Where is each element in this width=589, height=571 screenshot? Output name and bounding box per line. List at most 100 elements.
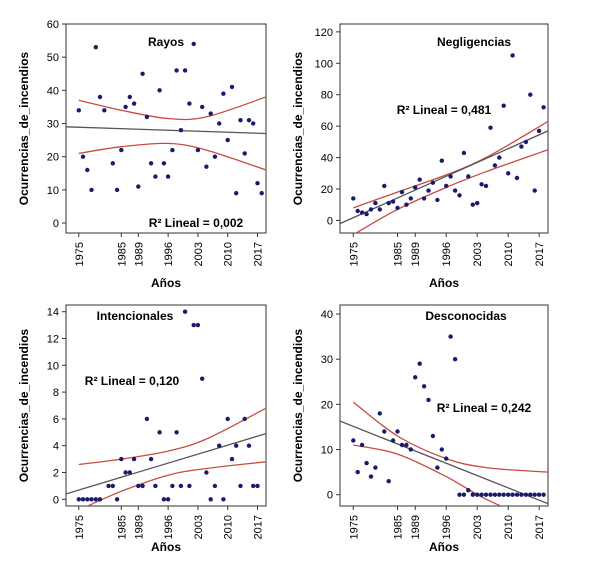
data-point xyxy=(170,483,175,489)
data-point xyxy=(430,180,436,185)
x-tick-label: 2003 xyxy=(193,242,205,266)
data-point xyxy=(204,470,209,475)
x-tick-label: 1989 xyxy=(133,242,145,266)
panel-desconocidas: 0 10 20 30 40 1975 1985 1989 1996 2003 2010 2017 Año… xyxy=(291,304,549,554)
data-point xyxy=(187,483,192,489)
data-point xyxy=(377,207,382,212)
data-point xyxy=(497,492,502,497)
data-point xyxy=(200,376,205,381)
x-tick-label: 2003 xyxy=(193,515,205,539)
data-point xyxy=(355,469,360,475)
data-point xyxy=(430,433,436,439)
y-tick-label: 20 xyxy=(47,152,59,164)
x-tick-label: 1989 xyxy=(133,515,145,539)
x-tick-label: 2017 xyxy=(534,242,546,266)
data-point xyxy=(413,375,418,380)
r2-label: R² Lineal = 0,481 xyxy=(397,103,492,117)
data-point xyxy=(382,183,387,189)
data-point xyxy=(421,196,427,201)
ci-lower-curve xyxy=(353,444,503,506)
data-point xyxy=(259,191,264,196)
plot-frame xyxy=(339,304,549,507)
data-point xyxy=(506,171,511,176)
data-point xyxy=(89,497,94,502)
data-point xyxy=(377,411,382,416)
panel-rayos: 0 10 20 30 40 50 60 1975 1985 1989 1996 2003 2010 201… xyxy=(17,19,267,290)
data-point xyxy=(148,456,154,462)
data-point xyxy=(119,456,124,462)
data-point xyxy=(174,68,179,73)
fit-line xyxy=(66,126,266,135)
fit-line xyxy=(340,130,548,225)
y-tick-label: 50 xyxy=(47,52,59,64)
data-point xyxy=(127,470,132,475)
ci-lower-curve xyxy=(86,461,266,506)
data-point xyxy=(439,158,444,163)
data-point xyxy=(514,175,520,181)
x-tick-label: 2010 xyxy=(503,242,515,266)
r2-label: R² Lineal = 0,120 xyxy=(85,374,180,388)
y-tick-label: 0 xyxy=(327,215,333,227)
x-tick-label: 1975 xyxy=(74,242,86,266)
data-point xyxy=(136,184,141,189)
data-point xyxy=(359,442,365,448)
data-point xyxy=(229,84,235,90)
data-point xyxy=(368,474,374,479)
data-point xyxy=(123,104,128,110)
data-point xyxy=(404,442,409,448)
y-tick-label: 30 xyxy=(321,354,333,366)
data-point xyxy=(229,456,235,462)
data-point xyxy=(221,91,226,96)
data-point xyxy=(85,167,90,173)
data-point xyxy=(191,322,196,328)
y-tick-label: 10 xyxy=(47,360,59,372)
data-point xyxy=(221,497,226,502)
data-point xyxy=(426,397,431,403)
y-tick-label: 120 xyxy=(315,27,333,39)
data-point xyxy=(161,497,167,502)
data-point xyxy=(532,492,537,497)
data-point xyxy=(541,105,546,110)
plot-area xyxy=(66,41,266,196)
y-tick-label: 20 xyxy=(321,399,333,411)
data-point xyxy=(187,101,192,106)
x-tick-label: 2010 xyxy=(503,515,515,539)
data-point xyxy=(448,174,453,179)
data-point xyxy=(114,497,120,502)
plot-frame xyxy=(339,23,549,234)
data-point xyxy=(399,442,405,448)
data-point xyxy=(536,492,542,497)
data-point xyxy=(217,121,222,126)
data-point xyxy=(514,492,520,497)
y-tick-label: 0 xyxy=(327,490,333,502)
data-point xyxy=(106,483,111,489)
data-point xyxy=(97,94,103,100)
data-point xyxy=(466,488,471,493)
ci-upper-curve xyxy=(78,407,266,466)
data-point xyxy=(97,497,103,502)
data-point xyxy=(386,200,391,206)
panel-title: Negligencias xyxy=(437,35,511,49)
data-point xyxy=(242,151,247,156)
data-point xyxy=(242,416,247,422)
data-point xyxy=(355,208,360,214)
x-tick-label: 1985 xyxy=(116,242,128,266)
data-point xyxy=(364,460,369,466)
data-point xyxy=(153,483,158,489)
data-point xyxy=(475,492,480,497)
y-tick-label: 40 xyxy=(321,153,333,165)
y-tick-label: 8 xyxy=(53,387,59,399)
data-point xyxy=(93,497,99,502)
x-tick-label: 2003 xyxy=(472,515,484,539)
y-axis-title: Ocurrencias_de_incendios xyxy=(17,328,31,482)
data-point xyxy=(461,150,467,156)
data-point xyxy=(413,185,418,190)
data-point xyxy=(251,483,256,489)
data-point xyxy=(140,71,145,77)
y-axis-title: Ocurrencias_de_incendios xyxy=(291,51,305,205)
data-point xyxy=(461,492,467,497)
data-point xyxy=(373,200,378,206)
data-point xyxy=(501,492,506,497)
panel-title: Intencionales xyxy=(97,309,174,323)
x-tick-label: 2017 xyxy=(252,515,264,539)
